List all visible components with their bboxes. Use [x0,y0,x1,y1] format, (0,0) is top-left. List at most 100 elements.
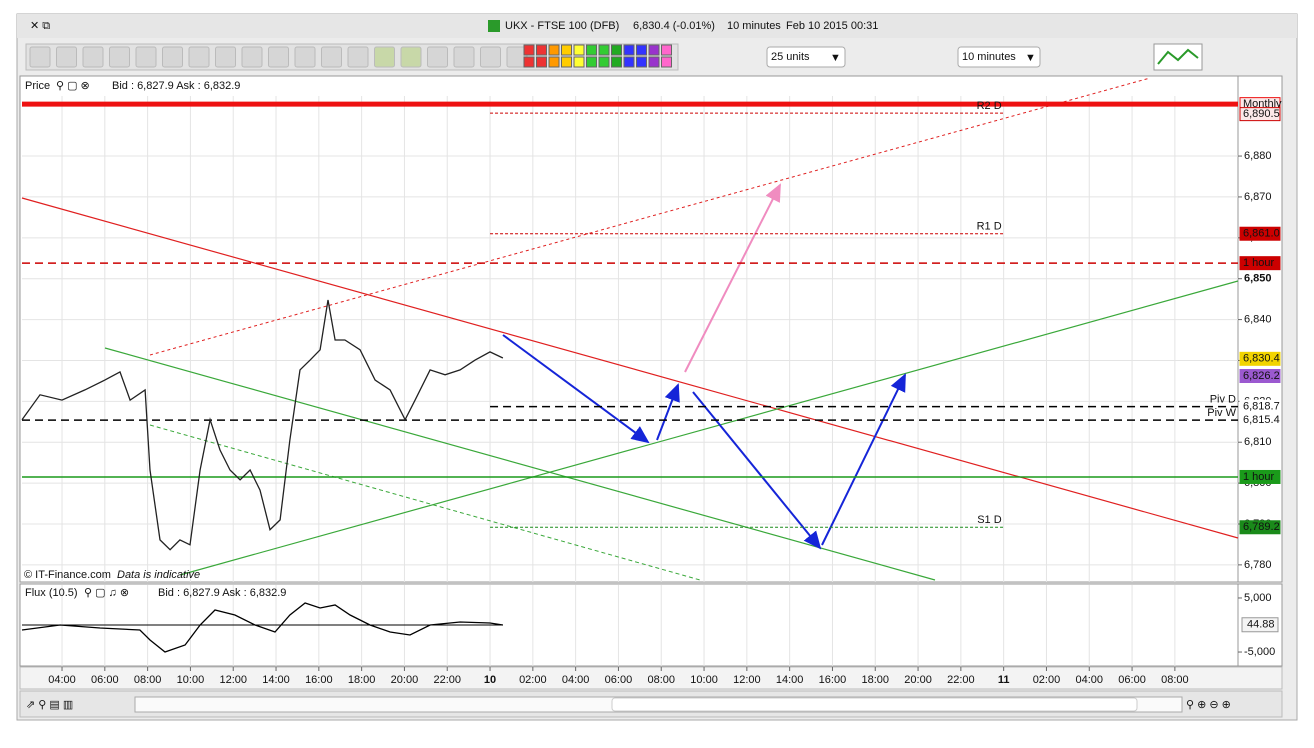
symbol: UKX - FTSE 100 (DFB) [505,20,619,32]
color-swatch [573,44,585,56]
y-tick-label: 5,000 [1244,592,1272,604]
tool-button[interactable] [188,46,210,68]
tool-button[interactable] [480,46,501,68]
price-line [21,299,504,551]
timeframe-select[interactable] [957,46,1041,68]
y-tick-label: 6,810 [1244,436,1272,448]
panel-quote: Bid : 6,827.9 Ask : 6,832.9 [158,587,286,599]
level-name: S1 D [977,514,1002,526]
y-tick-label: 6,840 [1244,313,1272,325]
tool-button[interactable] [56,46,77,68]
x-tick-label: 22:00 [433,674,461,686]
zoom-tools[interactable]: ⚲ ⊕ ⊖ ⊕ [1186,699,1231,711]
color-swatch [623,56,635,68]
timeframe-value: 10 minutes [962,51,1016,63]
price-tag [1239,256,1281,271]
color-swatch [536,44,547,56]
x-tick-label: 04:00 [48,674,76,686]
tool-icons [29,44,672,68]
panel-icons[interactable]: ⚲ ▢ ⊗ [56,80,90,92]
trend-line [21,197,1239,539]
trend-line [179,280,1239,576]
timestamp: Feb 10 2015 00:31 [786,20,878,32]
units-select[interactable] [766,46,846,68]
level-name: Piv W [1207,407,1236,419]
color-swatch [536,56,547,68]
tool-button[interactable] [400,46,422,68]
x-tick-label: 10 [484,674,496,686]
copyright: © IT-Finance.com [24,569,111,581]
price-tag-label: 1 hour [1243,257,1275,269]
price-tag [1239,351,1281,366]
x-tick-label: 06:00 [91,674,119,686]
toolbar: 25 units ▼ 10 minutes ▼ [25,43,1203,71]
color-swatch [636,56,647,68]
x-tick-label: 22:00 [947,674,975,686]
tool-button[interactable] [453,46,475,68]
color-swatch [623,44,635,56]
price-tag-label: 6,861.0 [1243,228,1280,240]
price-tag [1239,368,1281,383]
color-swatch [648,44,660,56]
price-tag-label: 6,830.4 [1243,353,1280,365]
chart-type-button[interactable] [1153,43,1203,71]
tool-button[interactable] [427,46,448,68]
arrow [656,383,680,441]
color-swatch [561,44,572,56]
price-tag [1239,107,1281,122]
color-swatch [561,56,572,68]
tool-button[interactable] [29,46,51,68]
tool-button[interactable] [215,46,236,68]
price-panel [19,75,1239,583]
level-name: Piv D [1210,394,1236,406]
tool-button[interactable] [109,46,130,68]
interval: 10 minutes [727,20,781,32]
x-tick-label: 14:00 [776,674,804,686]
price-tag-label: 6,890.5 [1243,108,1280,120]
x-tick-label: 20:00 [391,674,419,686]
bottom-tools[interactable]: ⇗ ⚲ ▤ ▥ [26,699,73,711]
tool-button[interactable] [294,46,316,68]
color-swatch [548,44,560,56]
tool-button[interactable] [82,46,104,68]
color-swatch [611,44,622,56]
tool-button[interactable] [268,46,289,68]
price-grid [22,96,1238,582]
tool-button[interactable] [241,46,263,68]
flux-plot [21,585,1176,666]
arrow [684,183,781,373]
tool-button[interactable] [321,46,342,68]
color-swatch [523,56,535,68]
x-tick-label: 18:00 [348,674,376,686]
panel-icons[interactable]: ⚲ ▢ ♫ ⊗ [84,587,129,599]
x-tick-label: 12:00 [219,674,247,686]
x-tick-label: 10:00 [690,674,718,686]
y-tick-label: 6,850 [1244,273,1272,285]
level-name: R1 D [977,221,1002,233]
tool-button[interactable] [347,46,369,68]
x-tick-label: 18:00 [861,674,889,686]
tool-button[interactable] [162,46,183,68]
x-tick-label: 08:00 [134,674,162,686]
price-tag [1239,226,1281,241]
x-tick-label: 08:00 [1161,674,1189,686]
color-swatch [648,56,660,68]
scroll-thumb[interactable] [611,697,1138,712]
value-tag [1241,617,1279,633]
y-tick-label: -5,000 [1244,646,1275,658]
tool-button[interactable] [374,46,395,68]
trend-line [149,424,701,581]
x-tick-label: 16:00 [819,674,847,686]
arrow [502,334,650,444]
price-tag [1239,413,1281,428]
drawings [21,77,1239,581]
price-tag-label: 6,815.4 [1243,414,1280,426]
trend-line [149,77,1151,356]
close-button[interactable]: ✕ ⧉ [30,20,50,32]
x-tick-label: 08:00 [647,674,675,686]
panel-name: Price [25,80,50,92]
symbol-icon [488,20,500,32]
tool-button[interactable] [135,46,157,68]
